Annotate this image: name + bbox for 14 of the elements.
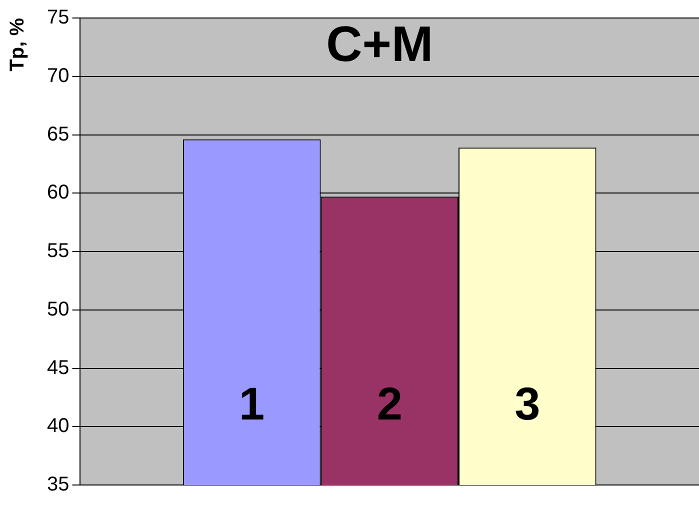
series-label: 3 [514, 378, 540, 430]
y-tick-label: 60 [46, 182, 70, 204]
y-tick-label: 50 [46, 298, 70, 320]
y-tick-label: 55 [46, 240, 70, 262]
series-label: 1 [239, 378, 265, 430]
y-tick-label: 70 [46, 64, 70, 87]
y-tick-label: 40 [46, 415, 70, 438]
chart-title: C+M [326, 16, 434, 72]
y-tick-label: 35 [46, 474, 70, 496]
y-axis-title: Tp, % [6, 18, 29, 72]
series-label: 2 [376, 378, 402, 430]
y-tick-label: 45 [46, 356, 70, 379]
y-tick-label: 65 [46, 123, 70, 146]
y-tick-label: 75 [46, 6, 70, 29]
